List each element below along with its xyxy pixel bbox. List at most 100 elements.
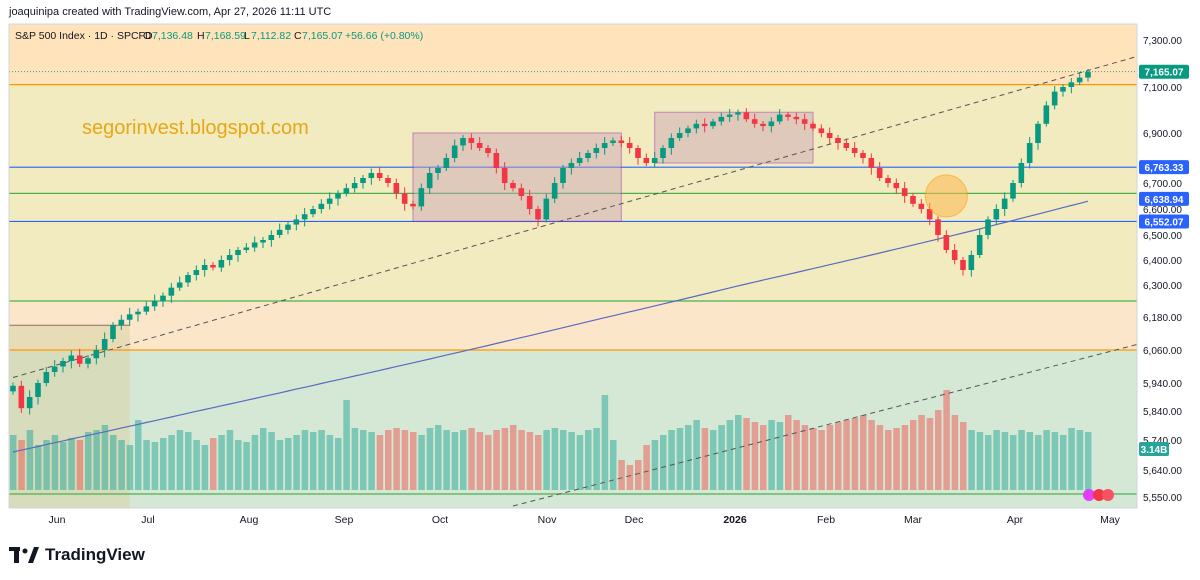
candle-body bbox=[1085, 71, 1091, 78]
volume-bar bbox=[826, 425, 834, 490]
legend-low: 7,112.82 bbox=[251, 30, 291, 42]
volume-bar bbox=[793, 420, 800, 490]
candle-body bbox=[393, 183, 400, 194]
volume-bar bbox=[935, 410, 942, 490]
volume-bar bbox=[101, 425, 109, 490]
candle-body bbox=[443, 158, 450, 168]
volume-bar bbox=[285, 438, 292, 490]
legend-high: 7,168.59 bbox=[205, 30, 246, 42]
dividend-icon bbox=[1083, 489, 1095, 501]
candle-body bbox=[685, 128, 691, 133]
highlight-circle bbox=[924, 174, 968, 218]
y-tick-label: 6,600.00 bbox=[1143, 205, 1182, 216]
candle-body bbox=[785, 114, 791, 117]
price-label-text: 6,763.33 bbox=[1145, 163, 1184, 174]
volume-bar bbox=[676, 428, 684, 490]
candle-body bbox=[176, 282, 183, 288]
event-icons[interactable] bbox=[1083, 489, 1114, 501]
x-tick-label: Jul bbox=[141, 514, 154, 526]
candle-body bbox=[410, 203, 416, 207]
volume-bar bbox=[760, 425, 767, 490]
volume-bar bbox=[560, 430, 567, 490]
volume-bar bbox=[610, 440, 617, 490]
candle-body bbox=[451, 145, 458, 158]
volume-bar bbox=[393, 428, 400, 490]
candle-body bbox=[118, 319, 125, 326]
candle-body bbox=[426, 173, 433, 189]
volume-bar bbox=[368, 432, 375, 490]
volume-bar bbox=[868, 420, 875, 490]
candle-body bbox=[651, 158, 658, 163]
candle-body bbox=[518, 188, 525, 196]
price-axis: 7,300.00 7,100.00 6,900.00 6,700.00 6,600.00… bbox=[1143, 36, 1182, 504]
candle-body bbox=[510, 183, 516, 189]
volume-bar bbox=[85, 432, 92, 490]
candle-body bbox=[601, 143, 608, 148]
range-boxes bbox=[412, 111, 814, 223]
volume-bar bbox=[926, 418, 934, 490]
volume-bar bbox=[68, 438, 75, 490]
candle-body bbox=[885, 178, 891, 183]
price-label-bg bbox=[1139, 64, 1189, 79]
x-tick-label: Oct bbox=[432, 514, 448, 526]
candle-body bbox=[760, 123, 766, 127]
volume-bar bbox=[360, 430, 367, 490]
candle-body bbox=[26, 397, 33, 409]
y-tick-label: 6,500.00 bbox=[1143, 231, 1182, 242]
candle-body bbox=[560, 168, 566, 183]
candle-body bbox=[110, 325, 116, 339]
volume-bar bbox=[485, 435, 492, 490]
candle-body bbox=[18, 385, 25, 409]
volume-bar bbox=[885, 430, 892, 490]
volume-bar bbox=[943, 390, 950, 490]
volume-bar bbox=[476, 432, 484, 490]
legend-row: S&P 500 Index · 1D · SPCFD O 7,136.48 H … bbox=[15, 30, 423, 42]
y-tick-label: 5,640.00 bbox=[1143, 466, 1182, 477]
candle-body bbox=[226, 255, 233, 260]
candle-body bbox=[1068, 82, 1075, 87]
brand-logo-area[interactable]: TradingView bbox=[9, 545, 145, 565]
candle-body bbox=[235, 250, 241, 255]
volume-bar bbox=[768, 420, 775, 490]
volume-bar bbox=[835, 422, 842, 490]
volume-bar bbox=[951, 415, 959, 490]
volume-bar bbox=[343, 400, 350, 490]
volume-bar bbox=[251, 435, 259, 490]
candle-body bbox=[251, 242, 258, 248]
trendline-0 bbox=[12, 55, 1138, 378]
candle-body bbox=[660, 148, 666, 158]
candle-body bbox=[76, 355, 83, 364]
candle-body bbox=[1076, 77, 1083, 83]
volume-bar bbox=[110, 435, 117, 490]
volume-bar bbox=[410, 432, 417, 490]
x-tick-label: Dec bbox=[625, 514, 644, 526]
volume-bar bbox=[568, 432, 575, 490]
volume-bar bbox=[218, 435, 225, 490]
horizontal-levels bbox=[9, 71, 1137, 495]
candle-body bbox=[185, 275, 191, 283]
price-label-text: 6,638.94 bbox=[1145, 195, 1184, 206]
candle-body bbox=[935, 219, 941, 235]
candle-body bbox=[843, 143, 850, 148]
volume-label-bg bbox=[1139, 442, 1169, 456]
volume-bar bbox=[35, 445, 42, 490]
volume-bar bbox=[226, 430, 234, 490]
volume-bar bbox=[376, 435, 384, 490]
y-tick-label: 5,840.00 bbox=[1143, 407, 1182, 418]
candle-body bbox=[926, 209, 933, 220]
volume-bar bbox=[626, 465, 634, 490]
volume-bar bbox=[685, 425, 692, 490]
candle-body bbox=[893, 183, 900, 189]
candle-body bbox=[993, 209, 1000, 220]
volume-bar bbox=[135, 420, 142, 490]
candle-body bbox=[501, 168, 508, 183]
y-tick-label: 7,300.00 bbox=[1143, 36, 1182, 47]
candle-body bbox=[476, 143, 483, 148]
volume-bar bbox=[743, 418, 750, 490]
volume-bar bbox=[185, 432, 192, 490]
volume-bar bbox=[168, 435, 175, 490]
candle-body bbox=[568, 163, 575, 168]
x-tick-label: May bbox=[1100, 514, 1121, 526]
candle-body bbox=[276, 229, 283, 235]
